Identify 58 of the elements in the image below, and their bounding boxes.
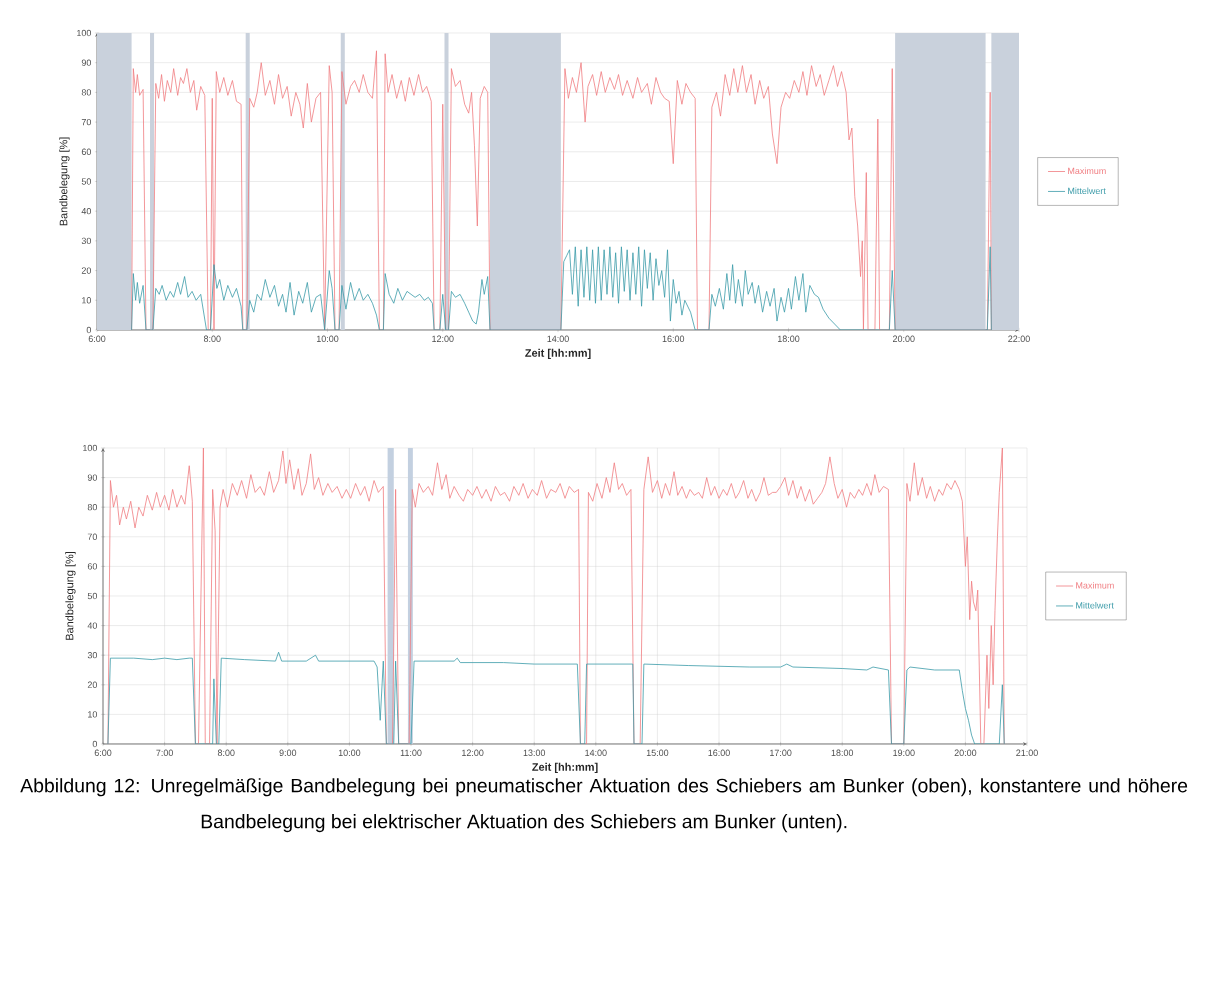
- x-tick-label: 6:00: [94, 749, 112, 756]
- x-tick-label: 21:00: [1016, 749, 1038, 756]
- y-axis-title: Bandbelegung [%]: [65, 552, 76, 640]
- line-series: [131, 50, 992, 330]
- y-tick-label: 60: [87, 563, 98, 570]
- x-tick-label: 8:00: [203, 335, 221, 342]
- y-axis-title: Bandbelegung [%]: [59, 137, 70, 226]
- y-tick-label: 40: [81, 208, 92, 215]
- x-tick-label: 14:00: [547, 335, 569, 342]
- y-tick-label: 70: [81, 118, 92, 126]
- text: Abbildung 12: Unregelmäßige Bandbelegung bei pneumatischer Aktuation des Schiebers am Bunker (oben), konstantere und höhere Bandbelegung bei elektrischer Aktuation des Schiebers am Bunker (unten).: [20, 778, 1188, 833]
- y-tick-label: 0: [92, 740, 98, 748]
- x-tick-label: 18:00: [777, 335, 800, 342]
- legend-label: Mittelwert: [1068, 187, 1106, 195]
- x-tick-label: 10:00: [316, 335, 339, 342]
- x-tick-label: 20:00: [954, 749, 977, 756]
- x-tick-label: 7:00: [156, 749, 173, 756]
- legend-label: Mittelwert: [1076, 601, 1114, 609]
- y-tick-label: 30: [87, 652, 98, 659]
- y-tick-label: 90: [81, 59, 92, 66]
- y-tick-label: 30: [81, 237, 92, 245]
- x-tick-label: 6:00: [88, 335, 106, 342]
- y-tick-label: 60: [81, 148, 92, 155]
- x-tick-label: 15:00: [646, 749, 669, 756]
- y-tick-label: 40: [87, 622, 98, 629]
- y-tick-label: 90: [87, 474, 98, 481]
- x-tick-label: 10:00: [338, 749, 361, 756]
- x-tick-label: 17:00: [770, 749, 792, 756]
- y-tick-label: 20: [87, 681, 98, 688]
- x-tick-label: 20:00: [893, 335, 915, 342]
- y-tick-label: 50: [81, 178, 92, 185]
- x-tick-label: 16:00: [662, 335, 685, 342]
- x-tick-label: 14:00: [585, 749, 607, 756]
- x-tick-label: 9:00: [279, 749, 297, 756]
- x-tick-label: 8:00: [217, 749, 235, 756]
- x-axis-title: Zeit [hh:mm]: [532, 762, 598, 774]
- y-tick-label: 80: [87, 504, 98, 511]
- y-tick-label: 80: [81, 89, 92, 96]
- x-tick-label: 12:00: [432, 335, 454, 342]
- x-tick-label: 22:00: [1008, 335, 1030, 342]
- x-tick-label: 19:00: [893, 749, 915, 756]
- y-tick-label: 20: [81, 267, 92, 274]
- line-series: [107, 447, 1005, 744]
- x-tick-label: 11:00: [400, 749, 422, 756]
- y-tick-label: 10: [88, 711, 98, 718]
- y-tick-label: 50: [87, 592, 98, 600]
- y-tick-label: 100: [77, 29, 92, 37]
- x-tick-label: 13:00: [523, 749, 546, 756]
- x-tick-label: 12:00: [462, 749, 484, 756]
- x-tick-label: 18:00: [831, 749, 854, 756]
- legend-label: Maximum: [1068, 167, 1106, 175]
- legend-label: Maximum: [1076, 582, 1114, 589]
- y-tick-label: 70: [87, 533, 98, 540]
- x-axis-title: Zeit [hh:mm]: [525, 348, 591, 360]
- y-tick-label: 0: [86, 326, 92, 334]
- y-tick-label: 100: [83, 444, 98, 452]
- y-tick-label: 10: [82, 297, 92, 304]
- x-tick-label: 16:00: [708, 749, 730, 756]
